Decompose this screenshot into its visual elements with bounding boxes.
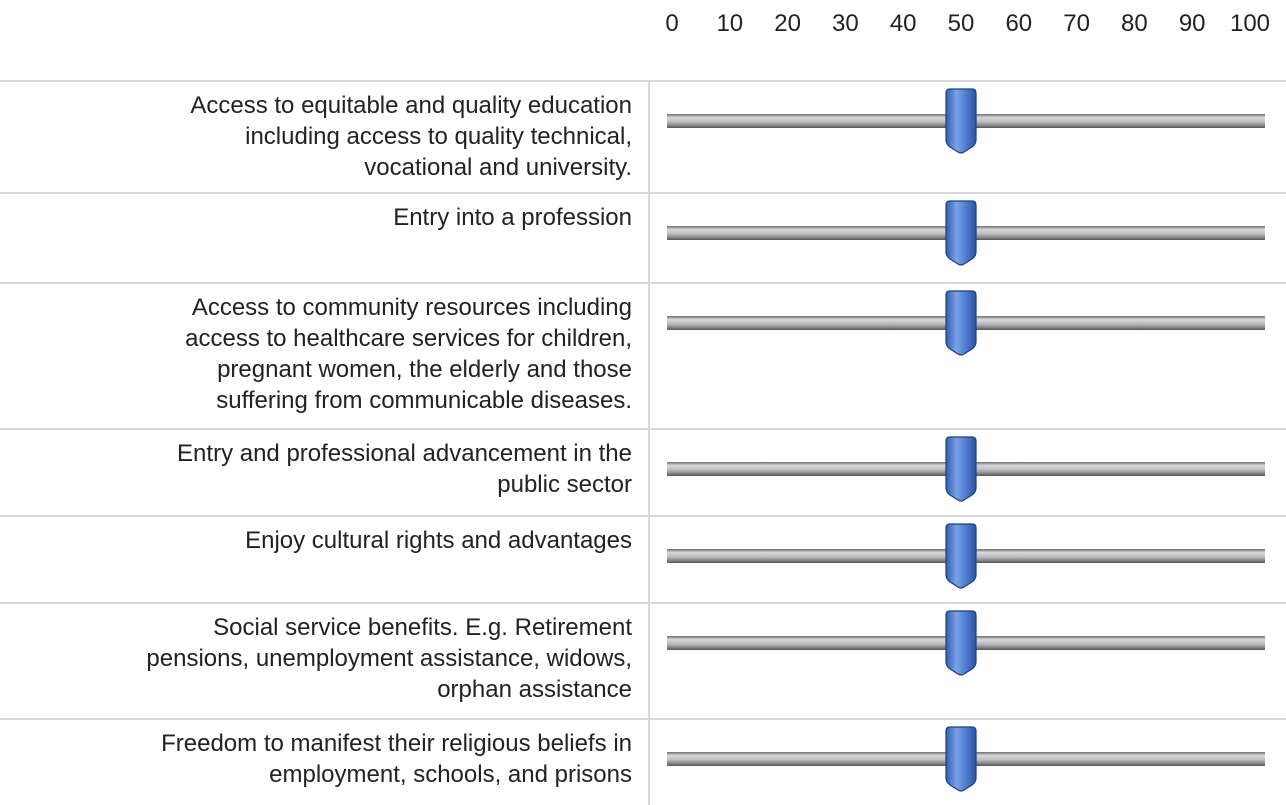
- scale-tick-label: 40: [889, 10, 917, 37]
- separator: [648, 284, 650, 428]
- slider-thumb[interactable]: [945, 88, 977, 154]
- survey-row: Social service benefits. E.g. Retirement…: [0, 602, 1286, 718]
- scale-tick-label: 70: [1063, 10, 1090, 37]
- row-label: Enjoy cultural rights and advantages: [0, 525, 632, 556]
- scale-tick-label: 0: [665, 10, 679, 37]
- label-line: suffering from communicable diseases.: [216, 387, 632, 414]
- label-line: pensions, unemployment assistance, widow…: [146, 645, 632, 672]
- label-line: Social service benefits. E.g. Retirement: [213, 614, 632, 641]
- slider-thumb[interactable]: [945, 726, 977, 792]
- label-line: access to healthcare services for childr…: [185, 325, 632, 352]
- label-line: including access to quality technical,: [245, 123, 632, 150]
- scale-tick-label: 60: [1005, 10, 1033, 37]
- survey-row: Entry into a profession: [0, 192, 1286, 282]
- scale-tick-label: 20: [774, 10, 801, 37]
- slider-thumb[interactable]: [945, 436, 977, 502]
- scale-tick-label: 90: [1178, 10, 1206, 37]
- scale-tick-label: 80: [1121, 10, 1148, 37]
- row-label: Entry and professional advancement in th…: [0, 438, 632, 500]
- scale-tick-label: 30: [832, 10, 859, 37]
- slider-thumb[interactable]: [945, 610, 977, 676]
- row-label: Access to equitable and quality educatio…: [0, 90, 632, 183]
- row-label: Access to community resources including a…: [0, 292, 632, 416]
- label-line: Entry into a profession: [393, 204, 632, 231]
- label-line: Entry and professional advancement in th…: [177, 440, 632, 467]
- label-line: vocational and university.: [364, 154, 632, 181]
- scale-tick-label: 10: [716, 10, 744, 37]
- row-label: Freedom to manifest their religious beli…: [0, 728, 632, 790]
- slider-thumb[interactable]: [945, 200, 977, 266]
- slider-thumb[interactable]: [945, 523, 977, 589]
- label-line: pregnant women, the elderly and those: [217, 356, 632, 383]
- label-line: Freedom to manifest their religious beli…: [161, 730, 632, 757]
- label-line: Access to community resources including: [191, 294, 632, 321]
- survey-row: Access to community resources including a…: [0, 282, 1286, 428]
- row-label: Social service benefits. E.g. Retirement…: [0, 612, 632, 705]
- scale-tick-label: 100: [1229, 10, 1271, 37]
- survey-row: Freedom to manifest their religious beli…: [0, 718, 1286, 805]
- survey-row: Access to equitable and quality educatio…: [0, 80, 1286, 192]
- separator: [648, 194, 650, 282]
- separator: [648, 517, 650, 602]
- label-line: Enjoy cultural rights and advantages: [245, 527, 632, 554]
- label-line: employment, schools, and prisons: [269, 761, 632, 788]
- survey-row: Entry and professional advancement in th…: [0, 428, 1286, 515]
- label-line: public sector: [497, 471, 632, 498]
- label-line: orphan assistance: [437, 676, 632, 703]
- separator: [648, 82, 650, 192]
- survey-row: Enjoy cultural rights and advantages: [0, 515, 1286, 602]
- label-line: Access to equitable and quality educatio…: [190, 92, 632, 119]
- slider-thumb[interactable]: [945, 290, 977, 356]
- separator: [648, 604, 650, 718]
- row-label: Entry into a profession: [0, 202, 632, 233]
- separator: [648, 720, 650, 805]
- scale-tick-label: 50: [947, 10, 975, 37]
- separator: [648, 430, 650, 515]
